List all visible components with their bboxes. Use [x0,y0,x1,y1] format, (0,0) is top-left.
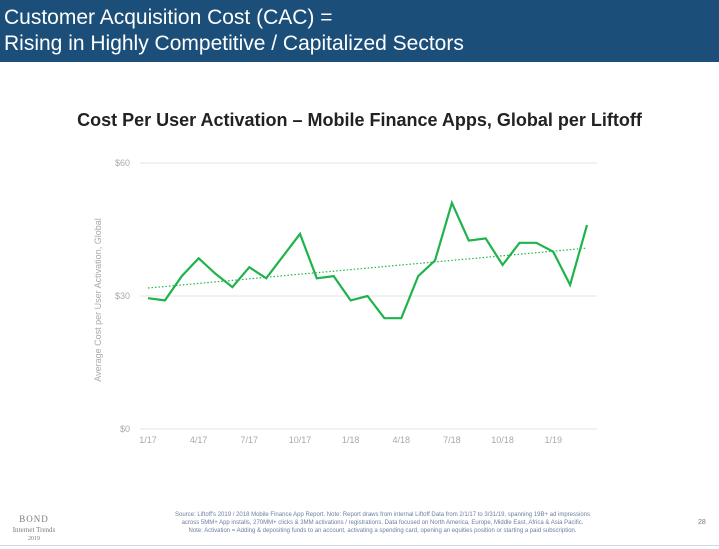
footnote-line: across 5MM+ App installs, 270MM+ clicks … [181,520,584,526]
x-tick-label: 4/18 [393,435,411,445]
y-tick-label: $0 [120,424,130,434]
footnote-line: Note: Activation = Adding & depositing f… [188,528,577,534]
x-tick-label: 10/18 [491,435,514,445]
x-axis-ticks: 1/17 4/17 7/17 10/17 1/18 4/18 7/18 10/18 1/19 [139,435,562,445]
y-tick-label: $30 [115,291,130,301]
x-tick-label: 10/17 [289,435,312,445]
footnote-line: Source: Liftoff's 2019 / 2018 Mobile Fin… [175,512,590,518]
header-title-line-2: Rising in Highly Competitive / Capitaliz… [4,32,464,55]
source-footnote: Source: Liftoff's 2019 / 2018 Mobile Fin… [120,511,645,535]
page-number: 28 [698,519,706,526]
series-line [147,199,589,320]
x-tick-label: 1/19 [544,435,562,445]
header-title-line-1: Customer Acquisition Cost (CAC) = [4,6,333,29]
series-lines [147,199,589,320]
x-tick-label: 7/18 [443,435,461,445]
trendline [147,247,588,289]
footer-divider [0,545,719,549]
y-tick-label: $60 [115,158,130,168]
trendline-line [147,247,588,289]
x-tick-label: 1/17 [139,435,157,445]
brand-year: 2019 [28,536,40,542]
brand-logo-text: BOND [19,514,49,524]
chart-title: Cost Per User Activation – Mobile Financ… [77,110,642,130]
x-tick-label: 1/18 [342,435,360,445]
slide-header: Customer Acquisition Cost (CAC) = Rising… [0,0,719,62]
brand-subtitle: Internet Trends [12,526,56,534]
y-axis-label: Average Cost per User Activation, Global [93,218,103,381]
x-tick-label: 7/17 [241,435,259,445]
y-axis-ticks: $0 $30 $60 [115,158,130,434]
x-tick-label: 4/17 [190,435,208,445]
